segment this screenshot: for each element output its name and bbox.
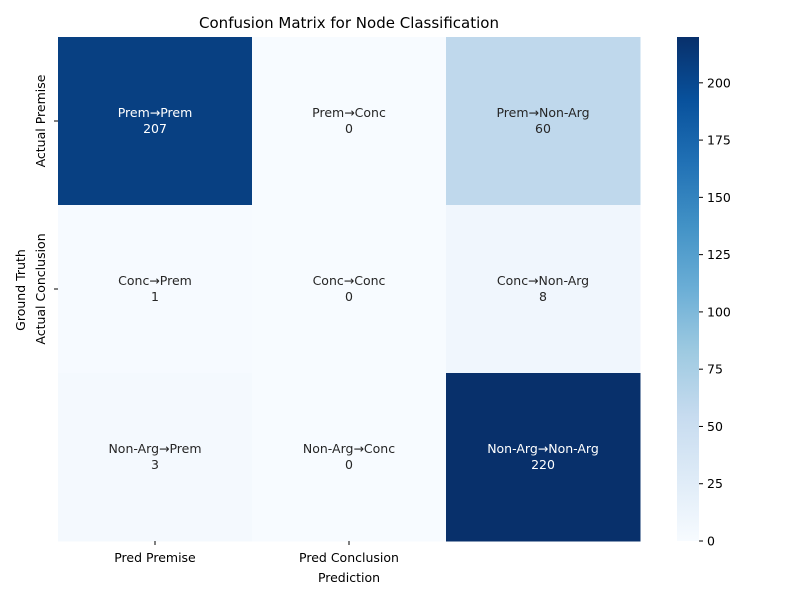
colorbar-tick-label: 100 <box>707 304 731 319</box>
colorbar <box>677 37 699 541</box>
y-tick-label: Actual Conclusion <box>33 233 48 344</box>
cell-label: Conc→Conc <box>313 273 386 288</box>
y-axis-label: Ground Truth <box>13 249 28 331</box>
cell-label: Prem→Non-Arg <box>496 105 589 120</box>
cell-value: 0 <box>345 289 353 304</box>
heatmap-cell <box>446 373 641 542</box>
heatmap-cell <box>58 37 253 206</box>
heatmap-cells: Prem→Prem207Prem→Conc0Prem→Non-Arg60Conc… <box>58 37 641 542</box>
cell-label: Conc→Non-Arg <box>497 273 589 288</box>
colorbar-tick-label: 200 <box>707 75 731 90</box>
x-axis-ticks: Pred Premise Pred Conclusion <box>114 541 399 565</box>
cell-value: 220 <box>531 457 555 472</box>
cell-value: 60 <box>535 121 551 136</box>
cell-value: 0 <box>345 457 353 472</box>
heatmap-cell <box>252 373 447 542</box>
cell-label: Non-Arg→Non-Arg <box>487 441 599 456</box>
colorbar-tick-label: 75 <box>707 362 723 377</box>
colorbar-tick-label: 125 <box>707 247 731 262</box>
colorbar-tick-label: 175 <box>707 133 731 148</box>
heatmap-cell <box>252 37 447 206</box>
heatmap-cell <box>446 205 641 374</box>
heatmap-cell <box>58 373 253 542</box>
x-axis-label: Prediction <box>318 570 380 585</box>
colorbar-ticks: 0 25 50 75 100 125 150 175 200 <box>699 75 731 549</box>
heatmap-cell <box>446 37 641 206</box>
cell-label: Prem→Prem <box>118 105 193 120</box>
cell-value: 8 <box>539 289 547 304</box>
y-tick-label: Actual Premise <box>33 74 48 167</box>
y-axis-ticks: Actual Premise Actual Conclusion <box>33 74 58 345</box>
cell-label: Non-Arg→Conc <box>303 441 395 456</box>
colorbar-tick-label: 50 <box>707 419 723 434</box>
cell-value: 0 <box>345 121 353 136</box>
cell-label: Non-Arg→Prem <box>108 441 201 456</box>
chart-title: Confusion Matrix for Node Classification <box>199 14 499 32</box>
cell-label: Prem→Conc <box>312 105 386 120</box>
colorbar-tick-label: 150 <box>707 190 731 205</box>
x-tick-label: Pred Conclusion <box>299 550 399 565</box>
cell-value: 3 <box>151 457 159 472</box>
cell-value: 1 <box>151 289 159 304</box>
heatmap-cell <box>58 205 253 374</box>
x-tick-label: Pred Premise <box>114 550 196 565</box>
cell-value: 207 <box>143 121 167 136</box>
colorbar-tick-label: 0 <box>707 534 715 549</box>
colorbar-tick-label: 25 <box>707 476 723 491</box>
cell-label: Conc→Prem <box>118 273 192 288</box>
heatmap-cell <box>252 205 447 374</box>
